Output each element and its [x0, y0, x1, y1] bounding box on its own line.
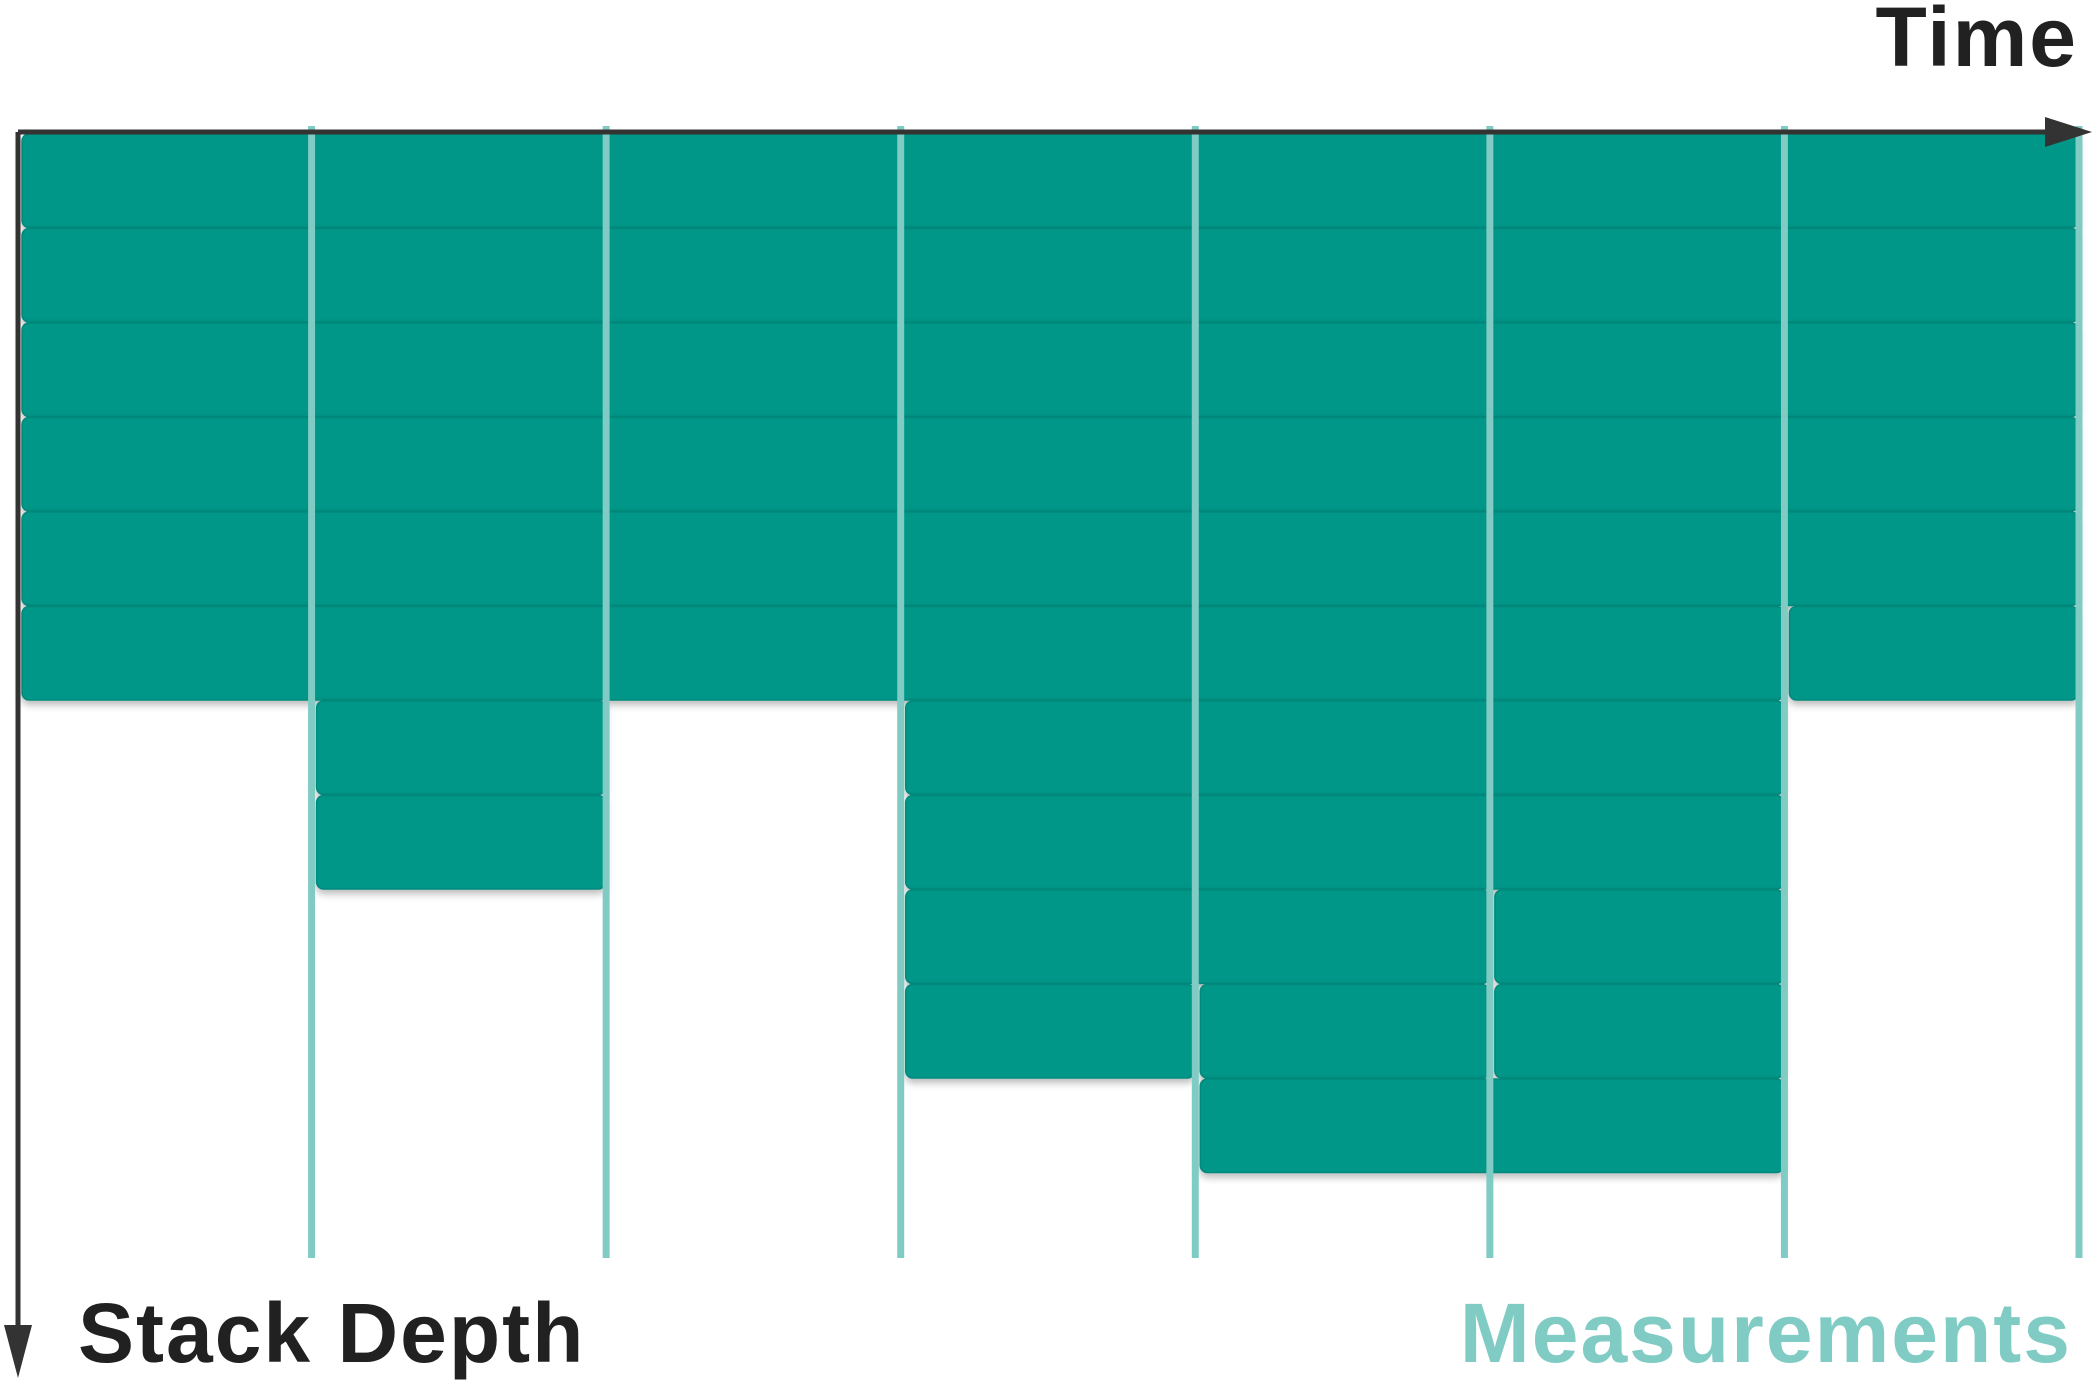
- stack-frame-depth-10-m4: [904, 983, 1196, 1079]
- measurements-label: Measurements: [1460, 1286, 2072, 1380]
- stack-frame-depth-2-m1-7: [21, 227, 2079, 323]
- axes: [4, 117, 2092, 1378]
- stack-frame-depth-8-m2: [315, 794, 606, 890]
- stack-frame-depth-6-m7: [1788, 605, 2079, 701]
- measurement-lines: [308, 126, 2083, 1258]
- stack-frame-depth-1-m1-7: [21, 133, 2079, 229]
- stack-frame-depth-5-m1-7: [21, 511, 2079, 607]
- stack-frame-depth-3-m1-7: [21, 322, 2079, 418]
- stack-frames: [21, 133, 2079, 1174]
- stack-frame-depth-9-m6: [1494, 889, 1785, 985]
- stack-frame-depth-10-m6: [1494, 983, 1785, 1079]
- stack-frame-depth-7-m4-6: [904, 700, 1785, 796]
- time-axis-arrowhead: [2045, 117, 2092, 147]
- stack-depth-axis-label: Stack Depth: [78, 1286, 585, 1380]
- stack-frame-depth-8-m4-6: [904, 794, 1785, 890]
- stack-frame-depth-10-m5: [1199, 983, 1490, 1079]
- stack-depth-axis-arrowhead: [4, 1325, 32, 1378]
- stack-frame-depth-4-m1-7: [21, 416, 2079, 512]
- stack-frame-depth-7-m2: [315, 700, 606, 796]
- time-axis-label: Time: [1875, 0, 2078, 84]
